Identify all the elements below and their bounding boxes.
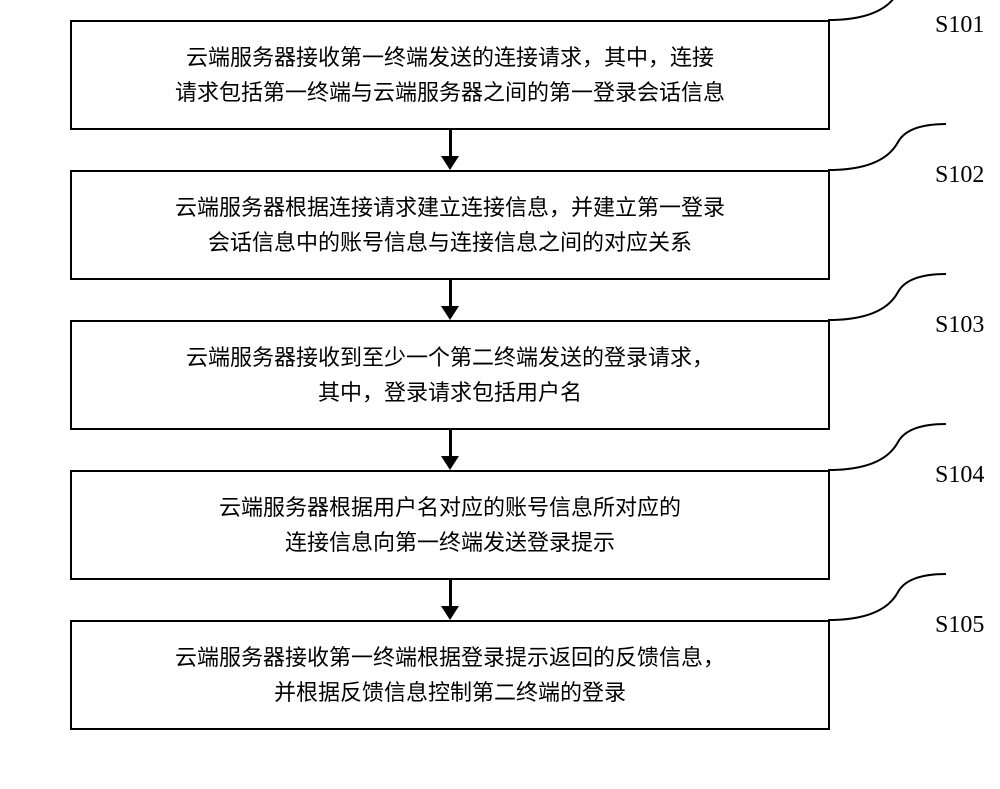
step-text-line: 其中，登录请求包括用户名 xyxy=(318,375,582,410)
arrow-head-icon xyxy=(441,306,459,320)
step-box-S105: 云端服务器接收第一终端根据登录提示返回的反馈信息，并根据反馈信息控制第二终端的登… xyxy=(70,620,830,730)
step-box-S104: 云端服务器根据用户名对应的账号信息所对应的连接信息向第一终端发送登录提示 xyxy=(70,470,830,580)
step-box-S102: 云端服务器根据连接请求建立连接信息，并建立第一登录会话信息中的账号信息与连接信息… xyxy=(70,170,830,280)
arrow-head-icon xyxy=(441,156,459,170)
step-text-line: 云端服务器接收第一终端根据登录提示返回的反馈信息， xyxy=(175,640,725,675)
arrow-line xyxy=(449,580,452,608)
label-connector-curve xyxy=(828,422,948,472)
label-connector-curve xyxy=(828,572,948,622)
arrow-head-icon xyxy=(441,606,459,620)
arrow-head-icon xyxy=(441,456,459,470)
step-text-line: 云端服务器根据连接请求建立连接信息，并建立第一登录 xyxy=(175,190,725,225)
arrow-line xyxy=(449,430,452,458)
label-connector-curve xyxy=(828,122,948,172)
step-text-line: 云端服务器接收到至少一个第二终端发送的登录请求， xyxy=(186,340,714,375)
step-box-S101: 云端服务器接收第一终端发送的连接请求，其中，连接请求包括第一终端与云端服务器之间… xyxy=(70,20,830,130)
step-text-line: 云端服务器接收第一终端发送的连接请求，其中，连接 xyxy=(186,40,714,75)
arrow-line xyxy=(449,280,452,308)
arrow-line xyxy=(449,130,452,158)
step-box-S103: 云端服务器接收到至少一个第二终端发送的登录请求，其中，登录请求包括用户名 xyxy=(70,320,830,430)
step-text-line: 并根据反馈信息控制第二终端的登录 xyxy=(274,675,626,710)
flowchart-canvas: 云端服务器接收第一终端发送的连接请求，其中，连接请求包括第一终端与云端服务器之间… xyxy=(0,0,1000,789)
step-text-line: 会话信息中的账号信息与连接信息之间的对应关系 xyxy=(208,225,692,260)
step-text-line: 请求包括第一终端与云端服务器之间的第一登录会话信息 xyxy=(175,75,725,110)
label-connector-curve xyxy=(828,272,948,322)
label-connector-curve xyxy=(828,0,948,22)
step-text-line: 云端服务器根据用户名对应的账号信息所对应的 xyxy=(219,490,681,525)
step-text-line: 连接信息向第一终端发送登录提示 xyxy=(285,525,615,560)
